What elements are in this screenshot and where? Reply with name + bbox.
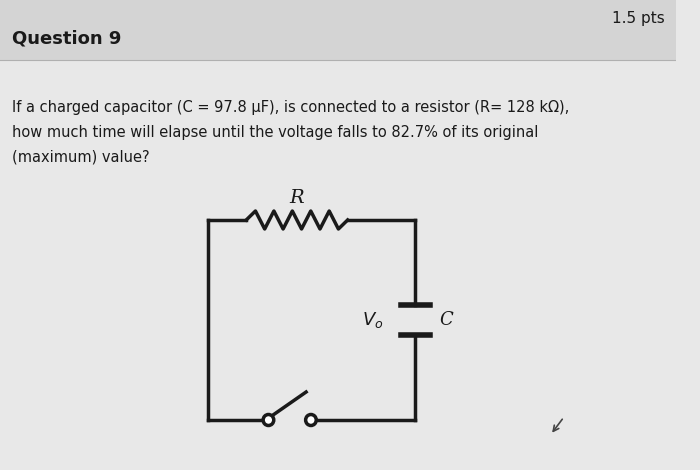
Text: (maximum) value?: (maximum) value?	[12, 150, 149, 165]
Text: R: R	[290, 189, 304, 207]
Text: 1.5 pts: 1.5 pts	[612, 10, 664, 25]
Text: Question 9: Question 9	[12, 29, 121, 47]
Text: C: C	[440, 311, 453, 329]
Text: how much time will elapse until the voltage falls to 82.7% of its original: how much time will elapse until the volt…	[12, 125, 538, 140]
Text: $V_o$: $V_o$	[362, 310, 384, 330]
Circle shape	[306, 415, 316, 425]
Circle shape	[263, 415, 274, 425]
Text: If a charged capacitor (C = 97.8 μF), is connected to a resistor (R= 128 kΩ),: If a charged capacitor (C = 97.8 μF), is…	[12, 100, 569, 115]
FancyBboxPatch shape	[0, 0, 676, 60]
